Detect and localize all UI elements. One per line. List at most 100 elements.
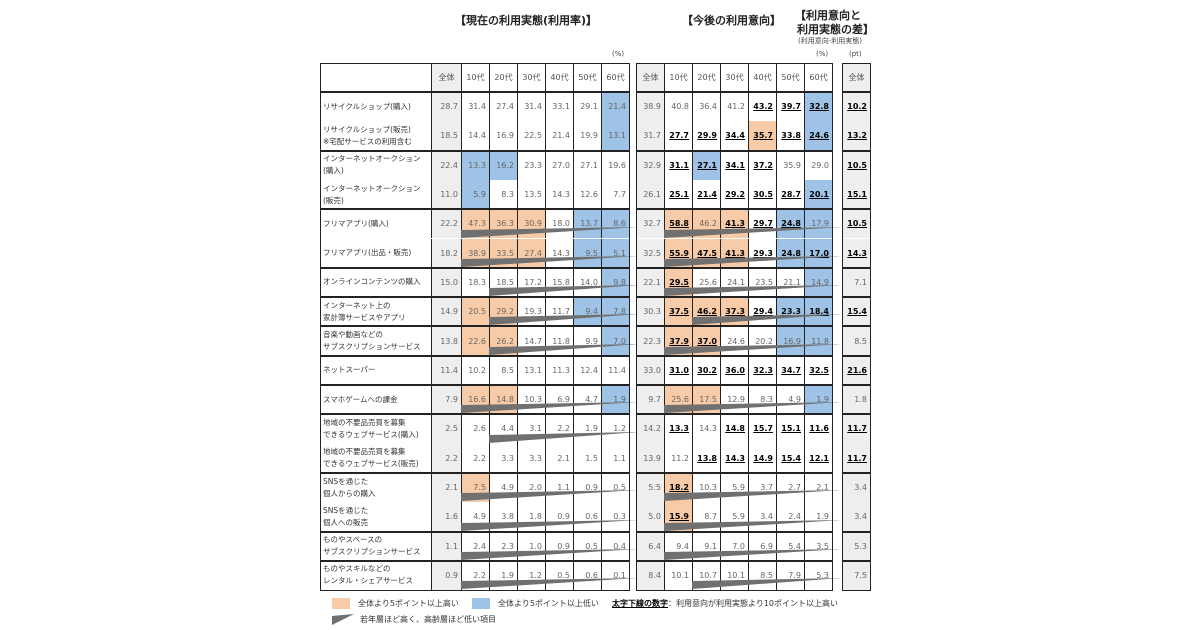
current-cell-value: 14.9 (440, 307, 458, 317)
future-cell-value: 5.9 (732, 512, 745, 522)
current-cell: 18.5 (489, 267, 517, 298)
difference-cell: 8.5 (842, 326, 870, 356)
current-cell-value: 16.2 (496, 160, 514, 170)
row-group-divider (320, 471, 629, 474)
current-cell-value: 1.9 (501, 570, 514, 580)
current-header-0: 全体 (431, 63, 461, 92)
future-cell: 29.7 (748, 209, 776, 239)
future-cell: 27.7 (664, 121, 692, 151)
future-cell-value: 31.1 (669, 160, 689, 170)
current-cell: 13.1 (517, 355, 545, 385)
difference-cell-value: 15.4 (847, 307, 867, 317)
difference-cell: 10.5 (842, 209, 870, 239)
current-header-3: 30代 (517, 63, 545, 92)
row-group-divider (636, 384, 832, 386)
future-cell-value: 13.3 (669, 424, 689, 434)
higher-swatch (332, 598, 350, 609)
current-header-4-value: 40代 (550, 73, 569, 82)
future-header-3-value: 30代 (725, 73, 744, 82)
difference-cell: 13.2 (842, 121, 870, 151)
current-cell-value: 2.4 (473, 541, 486, 551)
current-cell: 12.4 (573, 355, 601, 385)
current-cell-value: 12.6 (580, 190, 598, 200)
current-cell-value: 18.5 (496, 277, 514, 287)
future-cell-value: 11.2 (671, 453, 689, 463)
future-cell-value: 8.4 (648, 570, 661, 580)
future-cell: 35.9 (776, 150, 804, 180)
future-cell-value: 10.1 (727, 570, 745, 580)
current-cell-value: 11.0 (440, 190, 458, 200)
difference-cell-value: 11.7 (847, 453, 867, 463)
future-cell-value: 25.6 (699, 277, 717, 287)
current-cell: 4.9 (489, 472, 517, 503)
current-cell: 12.6 (573, 179, 601, 210)
difference-cell: 10.2 (842, 92, 870, 122)
current-cell-value: 0.6 (585, 570, 598, 580)
current-cell-value: 5.1 (613, 248, 626, 258)
future-cell-value: 8.7 (704, 512, 717, 522)
future-unit: (%) (816, 50, 829, 58)
future-cell: 24.6 (804, 121, 832, 151)
current-cell-value: 1.1 (445, 541, 458, 551)
current-cell: 20.5 (461, 297, 489, 327)
current-header-2: 20代 (489, 63, 517, 92)
current-cell: 13.3 (461, 150, 489, 180)
current-cell-value: 4.9 (473, 512, 486, 522)
current-cell-value: 30.9 (524, 219, 542, 229)
difference-cell-value: 8.5 (854, 336, 867, 346)
future-cell-value: 41.2 (727, 102, 745, 112)
future-cell: 1.9 (804, 385, 832, 415)
row-group-divider (842, 208, 870, 211)
future-cell-value: 37.3 (725, 307, 745, 317)
current-cell-value: 0.9 (557, 512, 570, 522)
difference-cell: 15.4 (842, 297, 870, 327)
current-cell: 1.9 (489, 560, 517, 591)
current-cell-value: 0.5 (585, 541, 598, 551)
row-group-divider (320, 208, 629, 211)
future-cell-value: 29.3 (753, 248, 773, 258)
current-cell: 14.4 (461, 121, 489, 151)
current-cell-value: 0.5 (613, 483, 626, 493)
current-cell: 9.8 (601, 267, 629, 298)
future-cell: 16.9 (776, 326, 804, 356)
current-cell-value: 27.1 (580, 160, 598, 170)
future-intent-title: 【今後の利用意向】 (682, 14, 781, 27)
future-cell: 3.7 (748, 472, 776, 503)
row-label: リサイクルショップ(販売) ※宅配サービスの利用含む (323, 124, 412, 146)
difference-cell-value: 7.1 (854, 277, 867, 287)
future-header-3: 30代 (720, 63, 748, 92)
current-cell: 23.3 (517, 150, 545, 180)
current-cell-value: 27.4 (524, 248, 542, 258)
future-cell-value: 26.1 (643, 190, 661, 200)
current-cell-value: 0.4 (613, 541, 626, 551)
row-group-divider (636, 91, 832, 93)
future-cell: 18.4 (804, 297, 832, 327)
future-cell-value: 12.9 (727, 395, 745, 405)
difference-cell-value: 10.5 (847, 219, 867, 229)
current-cell-value: 13.3 (468, 160, 486, 170)
current-cell: 1.1 (601, 443, 629, 473)
current-cell: 4.4 (489, 414, 517, 444)
current-header-1: 10代 (461, 63, 489, 92)
future-cell-value: 3.4 (760, 512, 773, 522)
future-cell-value: 32.5 (643, 248, 661, 258)
current-cell: 8.6 (601, 209, 629, 239)
future-cell-value: 10.7 (699, 570, 717, 580)
future-cell-value: 5.5 (648, 483, 661, 493)
future-cell-value: 27.1 (697, 160, 717, 170)
current-cell: 11.3 (545, 355, 573, 385)
future-cell: 34.7 (776, 355, 804, 385)
future-cell: 29.4 (748, 297, 776, 327)
current-cell: 21.4 (545, 121, 573, 151)
current-cell-value: 2.2 (473, 570, 486, 580)
row-group-divider (320, 354, 629, 357)
difference-cell-value: 7.5 (854, 570, 867, 580)
current-cell: 0.3 (601, 502, 629, 532)
difference-cell-value: 3.4 (854, 512, 867, 522)
future-cell: 20.1 (804, 179, 832, 210)
future-cell: 38.9 (636, 92, 664, 122)
future-cell: 26.1 (636, 179, 664, 210)
current-cell: 30.9 (517, 209, 545, 239)
future-cell-value: 5.4 (788, 541, 801, 551)
current-cell-value: 20.5 (468, 307, 486, 317)
